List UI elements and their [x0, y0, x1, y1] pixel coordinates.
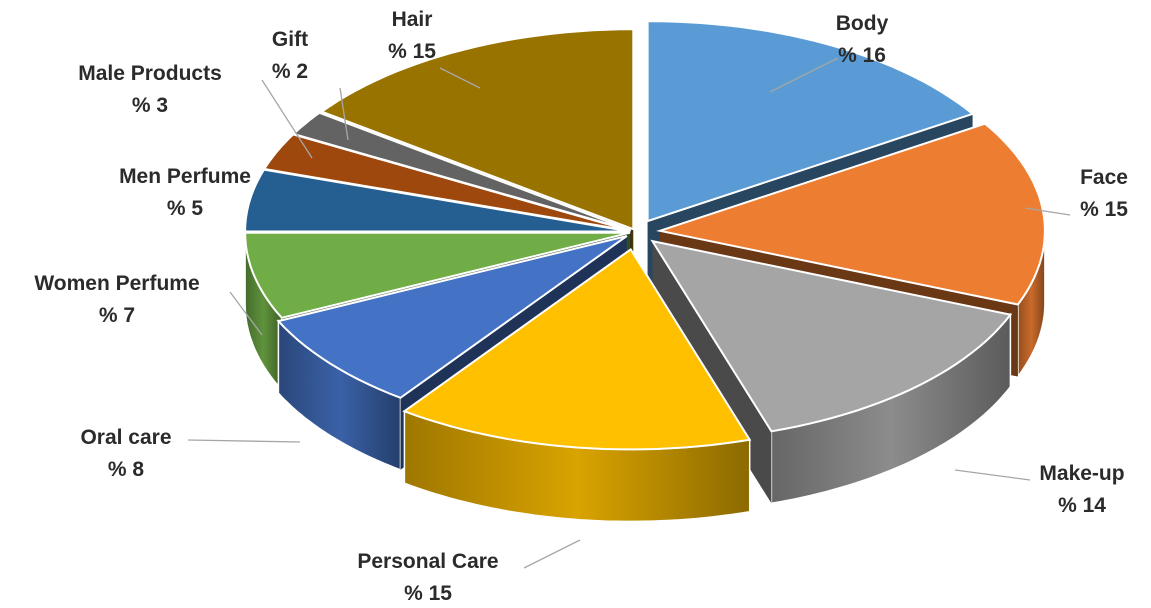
slice-value-personal-care: % 15: [404, 582, 452, 605]
slice-value-women-perfume: % 7: [99, 304, 135, 327]
slice-personal-care: [402, 247, 752, 451]
leader-line-women-perfume: [229, 291, 263, 336]
slice-face: [656, 122, 1046, 306]
slice-value-make-up: % 14: [1058, 494, 1106, 517]
slice-label-make-up: Make-up: [1039, 462, 1124, 485]
slice-value-men-perfume: % 5: [167, 197, 204, 220]
slice-value-face: % 15: [1080, 198, 1128, 221]
slice-value-oral-care: % 8: [108, 458, 145, 481]
slice-hair: [319, 28, 635, 231]
slice-label-hair: Hair: [392, 8, 433, 31]
slice-label-men-perfume: Men Perfume: [119, 165, 251, 188]
pie-labels: Body % 16 Face % 15 Make-up % 14 Personal Care…: [34, 8, 1128, 605]
slice-men-perfume: [244, 168, 631, 233]
slice-value-male-products: % 3: [132, 94, 168, 117]
pie-tops: [244, 20, 1046, 451]
leader-line-male-products: [261, 79, 313, 159]
slice-women-perfume: [244, 231, 631, 319]
slice-label-male-products: Male Products: [78, 62, 222, 85]
slice-value-body: % 16: [838, 44, 886, 67]
slice-value-hair: % 15: [388, 40, 436, 63]
leader-line-gift: [339, 87, 349, 141]
slice-make-up: [650, 239, 1013, 433]
slice-value-gift: % 2: [272, 60, 308, 83]
slice-label-women-perfume: Women Perfume: [34, 272, 199, 295]
slice-label-gift: Gift: [272, 28, 308, 51]
leader-line-make-up: [954, 469, 1031, 481]
leader-line-oral-care: [187, 439, 301, 443]
leader-line-face: [1024, 207, 1071, 216]
slice-male-products: [262, 133, 631, 232]
slice-body: [646, 20, 975, 223]
slice-label-oral-care: Oral care: [80, 426, 171, 449]
leader-line-personal-care: [523, 539, 581, 569]
leader-line-hair: [439, 67, 481, 89]
slice-oral-care: [276, 235, 628, 399]
slice-label-face: Face: [1080, 166, 1128, 189]
slice-label-body: Body: [836, 12, 889, 35]
slice-label-personal-care: Personal Care: [357, 550, 498, 573]
leader-line-body: [769, 57, 839, 93]
